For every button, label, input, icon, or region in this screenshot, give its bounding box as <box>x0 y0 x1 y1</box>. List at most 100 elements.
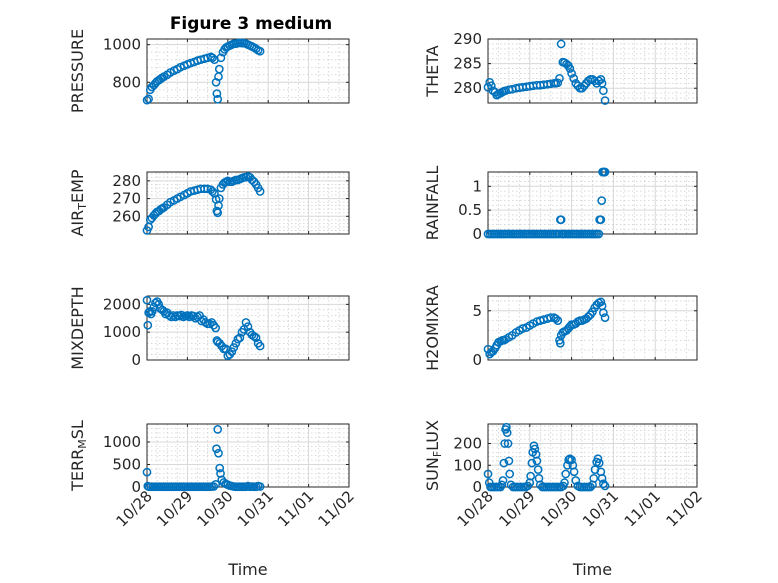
subplot-rainfall: 0 0.5 1 RAINFALL <box>423 166 698 243</box>
y-tick-label: 290 <box>453 30 482 48</box>
data-point <box>599 308 608 318</box>
data-point <box>211 479 221 489</box>
data-point <box>498 476 508 485</box>
data-series <box>142 38 265 105</box>
data-point <box>597 473 607 483</box>
data-point <box>553 78 563 88</box>
subplot-sun-flux: 010020010/2810/2910/3010/3111/0111/02SUN… <box>423 420 706 579</box>
data-point <box>593 454 603 464</box>
data-point <box>505 469 515 479</box>
data-point <box>569 74 579 83</box>
data-point <box>530 444 540 454</box>
data-point <box>555 338 565 348</box>
data-point <box>600 96 610 105</box>
data-point <box>526 471 535 481</box>
data-point <box>214 448 223 458</box>
axes-box <box>487 38 698 104</box>
data-point <box>215 463 225 473</box>
data-point <box>561 469 571 479</box>
y-axis-label-part: SUN <box>423 457 442 491</box>
data-point <box>213 425 223 434</box>
y-axis-label-part: THETA <box>423 45 442 97</box>
data-point <box>594 458 604 468</box>
y-tick-label: 500 <box>112 456 141 474</box>
y-axis-label-part: MIXDEPTH <box>68 286 87 369</box>
data-point <box>565 64 575 73</box>
data-point <box>503 439 513 448</box>
data-point <box>227 347 237 357</box>
y-tick-label: 260 <box>112 207 141 225</box>
subplot-mixdepth: 0 1000 2000 MIXDEPTH <box>68 286 350 370</box>
y-tick-label: 280 <box>112 172 141 190</box>
data-point <box>497 480 507 490</box>
x-tick-label: 10/29 <box>153 487 196 530</box>
data-point <box>205 319 214 329</box>
data-point <box>212 89 222 98</box>
y-tick-label: 0 <box>472 225 482 243</box>
data-point <box>255 482 265 491</box>
data-point <box>147 306 157 316</box>
y-tick-label: 285 <box>453 55 482 73</box>
data-point <box>164 311 174 320</box>
y-axis-label: H2OMIXRA <box>423 285 442 371</box>
data-point <box>166 312 176 322</box>
data-point <box>600 167 610 177</box>
data-point <box>551 314 561 323</box>
data-series <box>142 425 265 492</box>
data-point <box>502 428 512 438</box>
figure-title: Figure 3 medium <box>170 14 332 34</box>
y-tick-label: 100 <box>453 456 482 474</box>
data-point <box>208 53 217 63</box>
data-point <box>255 341 265 351</box>
data-series <box>483 167 610 239</box>
data-point <box>201 318 210 327</box>
y-tick-label: 800 <box>112 73 141 91</box>
data-point <box>571 476 581 485</box>
x-tick-label: 11/02 <box>315 487 358 530</box>
data-series <box>483 297 610 359</box>
y-tick-label: 200 <box>453 435 482 453</box>
y-axis-label: AIRTEMP <box>68 169 89 236</box>
data-point <box>571 78 581 88</box>
data-point <box>216 53 226 63</box>
axes-box <box>146 295 350 361</box>
data-point <box>589 473 599 483</box>
data-point <box>569 467 579 477</box>
y-axis-label-subscript: T <box>76 203 89 211</box>
data-point <box>185 312 194 322</box>
data-point <box>560 478 569 488</box>
x-axis-label: Time <box>227 560 267 579</box>
subplot-h2omixra: 0 5 H2OMIXRA <box>423 285 698 371</box>
data-point <box>600 481 610 491</box>
data-point <box>212 444 221 454</box>
data-point <box>231 338 241 348</box>
axes-box <box>146 171 350 235</box>
y-tick-label: 2000 <box>103 295 141 313</box>
y-tick-label: 1 <box>472 177 482 195</box>
data-point <box>518 324 528 333</box>
data-point <box>533 465 543 474</box>
data-point <box>532 456 542 466</box>
x-tick-label: 11/02 <box>663 487 706 530</box>
y-tick-label: 0 <box>472 478 482 496</box>
x-tick-label: 10/31 <box>579 487 622 530</box>
data-point <box>176 310 186 320</box>
data-series <box>483 39 610 105</box>
axes-box <box>487 295 698 361</box>
axes-box <box>146 38 350 104</box>
x-tick-label: 10/30 <box>537 487 580 530</box>
y-tick-label: 5 <box>472 302 482 320</box>
data-series <box>483 422 610 492</box>
data-point <box>504 456 514 466</box>
data-point <box>233 334 243 344</box>
y-tick-label: 0.5 <box>458 201 482 219</box>
data-point <box>596 215 606 225</box>
data-point <box>502 422 511 432</box>
data-point <box>483 469 493 479</box>
data-point <box>142 95 152 105</box>
data-point <box>214 194 224 203</box>
data-point <box>556 215 566 225</box>
data-point <box>251 333 261 343</box>
data-point <box>599 479 608 489</box>
